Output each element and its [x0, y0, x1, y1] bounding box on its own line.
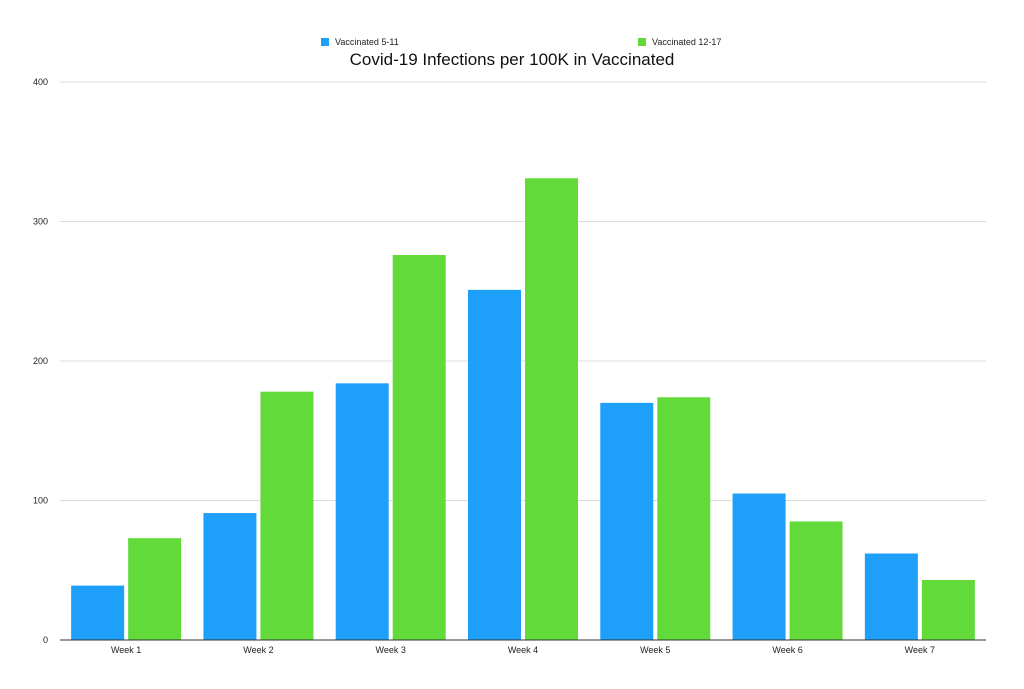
x-tick-label: Week 5: [640, 645, 670, 655]
bar-series-2-week-1: [128, 538, 182, 640]
bar-series-1-week-2: [203, 513, 257, 640]
chart-title: Covid-19 Infections per 100K in Vaccinat…: [349, 50, 675, 69]
bar-series-2-week-6: [789, 521, 843, 640]
bar-series-1-week-4: [468, 289, 521, 640]
x-tick-label: Week 7: [905, 645, 935, 655]
bar-series-1-week-5: [600, 402, 654, 640]
bar-series-2-week-4: [525, 178, 578, 640]
legend-item-series-2: Vaccinated 12-17: [638, 37, 721, 47]
x-tick-label: Week 2: [243, 645, 273, 655]
y-tick-label: 400: [33, 77, 48, 87]
y-tick-label: 100: [33, 496, 48, 506]
bar-series-2-week-5: [657, 397, 711, 640]
legend-label-series-1: Vaccinated 5-11: [335, 37, 399, 47]
bar-series-1-week-7: [864, 553, 918, 640]
y-tick-label: 300: [33, 217, 48, 227]
bar-series-1-week-3: [335, 383, 389, 640]
y-tick-label: 200: [33, 356, 48, 366]
x-tick-label: Week 4: [508, 645, 538, 655]
legend-swatch-series-2: [638, 38, 646, 46]
bar-series-2-week-7: [921, 580, 975, 640]
x-tick-label: Week 1: [111, 645, 141, 655]
x-tick-label: Week 3: [376, 645, 406, 655]
x-tick-label: Week 6: [772, 645, 802, 655]
legend-swatch-series-1: [321, 38, 329, 46]
bar-series-2-week-2: [260, 391, 314, 640]
bar-series-1-week-1: [71, 585, 125, 640]
legend-item-series-1: Vaccinated 5-11: [321, 37, 399, 47]
bar-series-2-week-3: [392, 254, 446, 641]
bar-series-1-week-6: [732, 493, 786, 640]
y-tick-label: 0: [43, 635, 48, 645]
legend-label-series-2: Vaccinated 12-17: [652, 37, 722, 47]
